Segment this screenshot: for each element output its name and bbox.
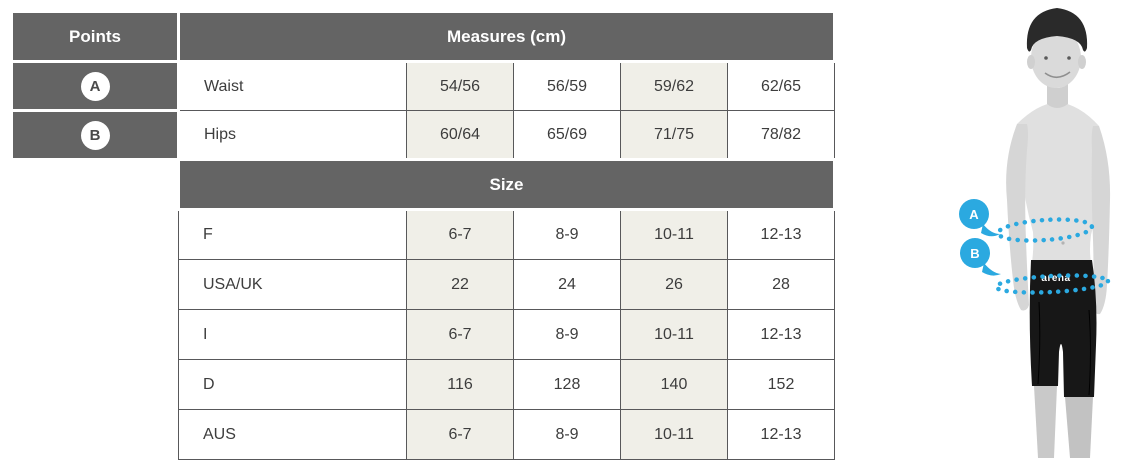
size-row-d: D 116 128 140 152 xyxy=(12,359,836,410)
navel xyxy=(1061,241,1065,245)
callout-a-tail xyxy=(981,224,1000,237)
hips-dotted-line xyxy=(993,273,1111,295)
boy-left-leg xyxy=(1034,386,1057,458)
size-value: 116 xyxy=(406,359,514,410)
point-b-badge: B xyxy=(80,120,110,150)
boy-torso xyxy=(1017,102,1101,262)
size-value: 8-9 xyxy=(513,209,621,260)
boy-right-eye xyxy=(1067,56,1071,60)
size-header: Size xyxy=(176,158,837,211)
size-chart-table: Points Measures (cm) A Waist 54/56 56/59… xyxy=(10,10,837,460)
measures-header: Measures (cm) xyxy=(176,10,837,63)
size-row-usa-uk: USA/UK 22 24 26 28 xyxy=(12,259,836,310)
callout-a-label: A xyxy=(969,207,979,222)
waist-label: Waist xyxy=(178,61,407,111)
empty-cell xyxy=(12,160,179,210)
boy-right-ear xyxy=(1078,55,1086,69)
size-header-row: Size xyxy=(12,158,837,211)
boy-hair xyxy=(1026,8,1088,52)
boy-right-leg xyxy=(1065,397,1093,458)
size-label-aus: AUS xyxy=(178,409,407,460)
jammers xyxy=(1029,260,1097,397)
boy-neck xyxy=(1047,84,1068,108)
size-value: 6-7 xyxy=(406,309,514,360)
size-value: 10-11 xyxy=(620,309,728,360)
callout-b-tail xyxy=(982,263,1001,276)
empty-cell xyxy=(12,360,179,410)
hips-value: 60/64 xyxy=(406,110,514,160)
jammer-seam xyxy=(1037,301,1041,385)
boy-left-ear xyxy=(1027,55,1035,69)
empty-cell xyxy=(12,310,179,360)
point-b-cell: B xyxy=(10,109,180,161)
hips-value: 65/69 xyxy=(513,110,621,160)
waist-value: 54/56 xyxy=(406,61,514,111)
waist-value: 59/62 xyxy=(620,61,728,111)
hips-value: 71/75 xyxy=(620,110,728,160)
callout-b-label: B xyxy=(970,246,979,261)
hips-label: Hips xyxy=(178,110,407,160)
size-value: 10-11 xyxy=(620,409,728,460)
empty-cell xyxy=(12,210,179,260)
size-value: 26 xyxy=(620,259,728,310)
callout-a-bubble xyxy=(959,199,989,229)
waist-value: 62/65 xyxy=(726,61,836,111)
waist-value: 56/59 xyxy=(513,61,621,111)
size-row-i: I 6-7 8-9 10-11 12-13 xyxy=(12,309,836,360)
waist-dotted-line xyxy=(995,217,1095,243)
point-a-badge: A xyxy=(80,71,110,101)
size-label-d: D xyxy=(178,359,407,410)
size-value: 152 xyxy=(726,359,836,410)
callout-b-bubble xyxy=(960,238,990,268)
size-value: 140 xyxy=(620,359,728,410)
arena-logo: arena xyxy=(1041,273,1070,284)
size-value: 12-13 xyxy=(726,209,836,260)
boy-left-arm xyxy=(1006,124,1029,311)
size-row-aus: AUS 6-7 8-9 10-11 12-13 xyxy=(12,409,836,460)
size-row-f: F 6-7 8-9 10-11 12-13 xyxy=(12,209,836,260)
size-value: 6-7 xyxy=(406,209,514,260)
size-value: 12-13 xyxy=(726,309,836,360)
size-value: 8-9 xyxy=(513,309,621,360)
waist-row: A Waist 54/56 56/59 59/62 62/65 xyxy=(10,60,836,112)
size-value: 22 xyxy=(406,259,514,310)
size-guide-figure: arena A B xyxy=(941,0,1121,458)
size-value: 28 xyxy=(726,259,836,310)
callout-b: B xyxy=(960,238,1001,276)
callout-a: A xyxy=(959,199,1000,237)
jammer-seam xyxy=(1088,309,1091,396)
size-label-i: I xyxy=(178,309,407,360)
point-a-cell: A xyxy=(10,60,180,112)
size-value: 12-13 xyxy=(726,409,836,460)
size-value: 8-9 xyxy=(513,409,621,460)
boy-right-arm xyxy=(1091,126,1111,315)
hips-row: B Hips 60/64 65/69 71/75 78/82 xyxy=(10,109,836,161)
size-value: 10-11 xyxy=(620,209,728,260)
empty-cell xyxy=(12,260,179,310)
points-header: Points xyxy=(10,10,180,63)
hips-value: 78/82 xyxy=(726,110,836,160)
size-value: 6-7 xyxy=(406,409,514,460)
size-label-usa-uk: USA/UK xyxy=(178,259,407,310)
size-value: 24 xyxy=(513,259,621,310)
size-label-f: F xyxy=(178,209,407,260)
boy-left-eye xyxy=(1044,56,1048,60)
empty-cell xyxy=(12,410,179,460)
boy-smile xyxy=(1044,71,1071,79)
size-value: 128 xyxy=(513,359,621,410)
boy-measurement-illustration: arena A B xyxy=(959,8,1111,458)
table-header-row: Points Measures (cm) xyxy=(10,10,837,63)
